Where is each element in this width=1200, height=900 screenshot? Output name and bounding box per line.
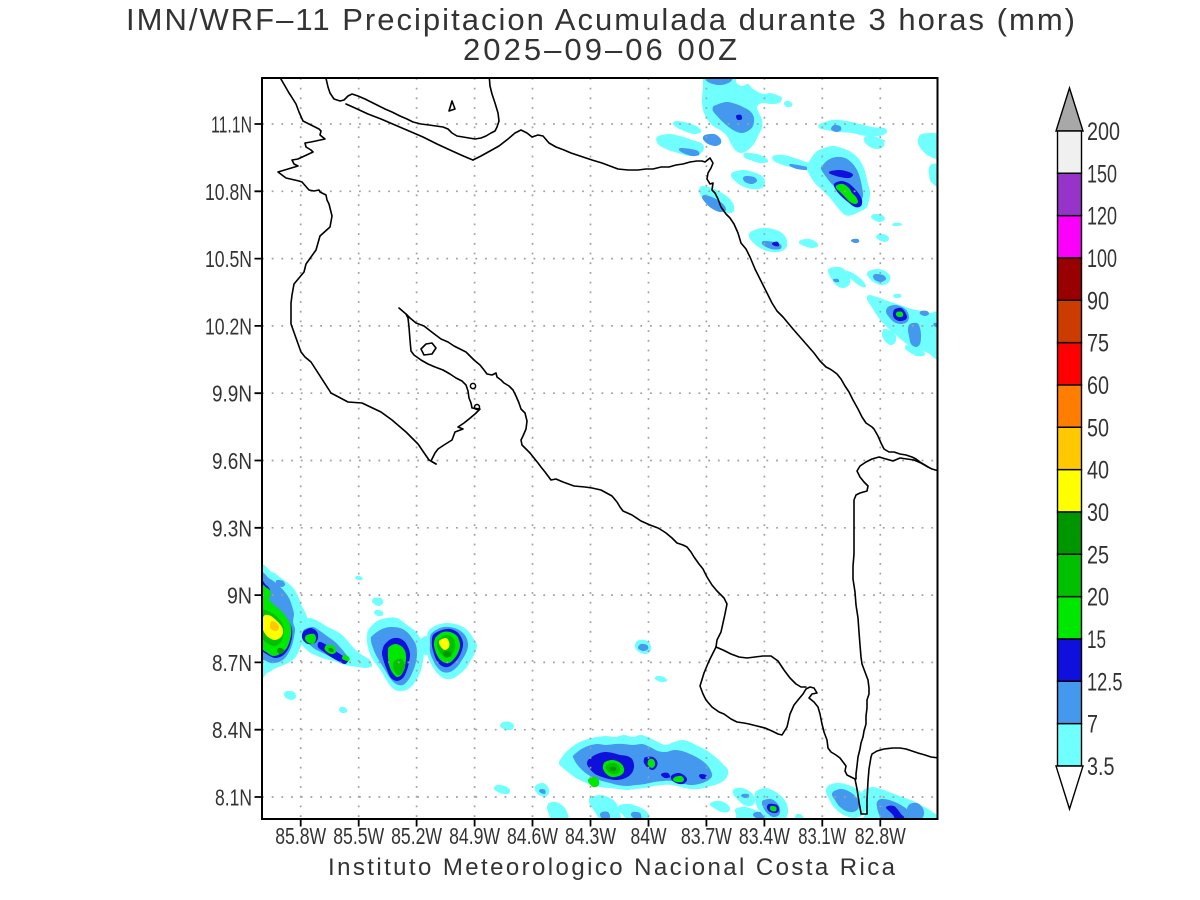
svg-text:11.1N: 11.1N — [211, 112, 252, 138]
svg-text:10.5N: 10.5N — [205, 246, 252, 272]
svg-text:85.5W: 85.5W — [333, 823, 384, 849]
svg-text:9.9N: 9.9N — [212, 381, 252, 407]
svg-text:Instituto Meteorologico Nacion: Instituto Meteorologico Nacional Costa R… — [328, 854, 896, 881]
svg-text:84W: 84W — [631, 823, 667, 849]
svg-text:15: 15 — [1087, 626, 1106, 654]
svg-text:120: 120 — [1087, 203, 1117, 231]
svg-text:9.3N: 9.3N — [212, 515, 252, 541]
svg-text:100: 100 — [1087, 245, 1117, 273]
svg-text:9N: 9N — [227, 583, 252, 609]
svg-text:8.1N: 8.1N — [215, 785, 252, 811]
svg-text:85.8W: 85.8W — [275, 823, 326, 849]
svg-text:83.4W: 83.4W — [739, 823, 790, 849]
svg-text:83.7W: 83.7W — [681, 823, 732, 849]
svg-text:10.8N: 10.8N — [205, 179, 252, 205]
svg-text:82.8W: 82.8W — [855, 823, 906, 849]
svg-text:25: 25 — [1087, 541, 1109, 569]
svg-text:20: 20 — [1087, 584, 1109, 612]
svg-text:84.3W: 84.3W — [565, 823, 616, 849]
svg-text:90: 90 — [1087, 287, 1109, 315]
svg-text:2025–09–06 00Z: 2025–09–06 00Z — [463, 32, 737, 67]
svg-text:84.9W: 84.9W — [449, 823, 500, 849]
svg-text:12.5: 12.5 — [1087, 668, 1123, 696]
svg-text:50: 50 — [1087, 414, 1109, 442]
svg-text:83.1W: 83.1W — [798, 823, 846, 849]
svg-text:84.6W: 84.6W — [507, 823, 558, 849]
svg-text:75: 75 — [1087, 330, 1109, 358]
svg-text:8.7N: 8.7N — [212, 650, 252, 676]
svg-text:85.2W: 85.2W — [391, 823, 442, 849]
svg-text:40: 40 — [1087, 457, 1109, 485]
svg-text:3.5: 3.5 — [1087, 753, 1115, 781]
svg-text:150: 150 — [1087, 160, 1117, 188]
svg-text:8.4N: 8.4N — [212, 717, 252, 743]
svg-text:9.6N: 9.6N — [212, 448, 252, 474]
svg-text:60: 60 — [1087, 372, 1109, 400]
svg-text:30: 30 — [1087, 499, 1109, 527]
svg-text:7: 7 — [1087, 711, 1098, 739]
svg-text:IMN/WRF–11 Precipitacion Acumu: IMN/WRF–11 Precipitacion Acumulada duran… — [126, 2, 1075, 37]
svg-text:200: 200 — [1087, 118, 1120, 146]
svg-text:10.2N: 10.2N — [205, 313, 252, 339]
